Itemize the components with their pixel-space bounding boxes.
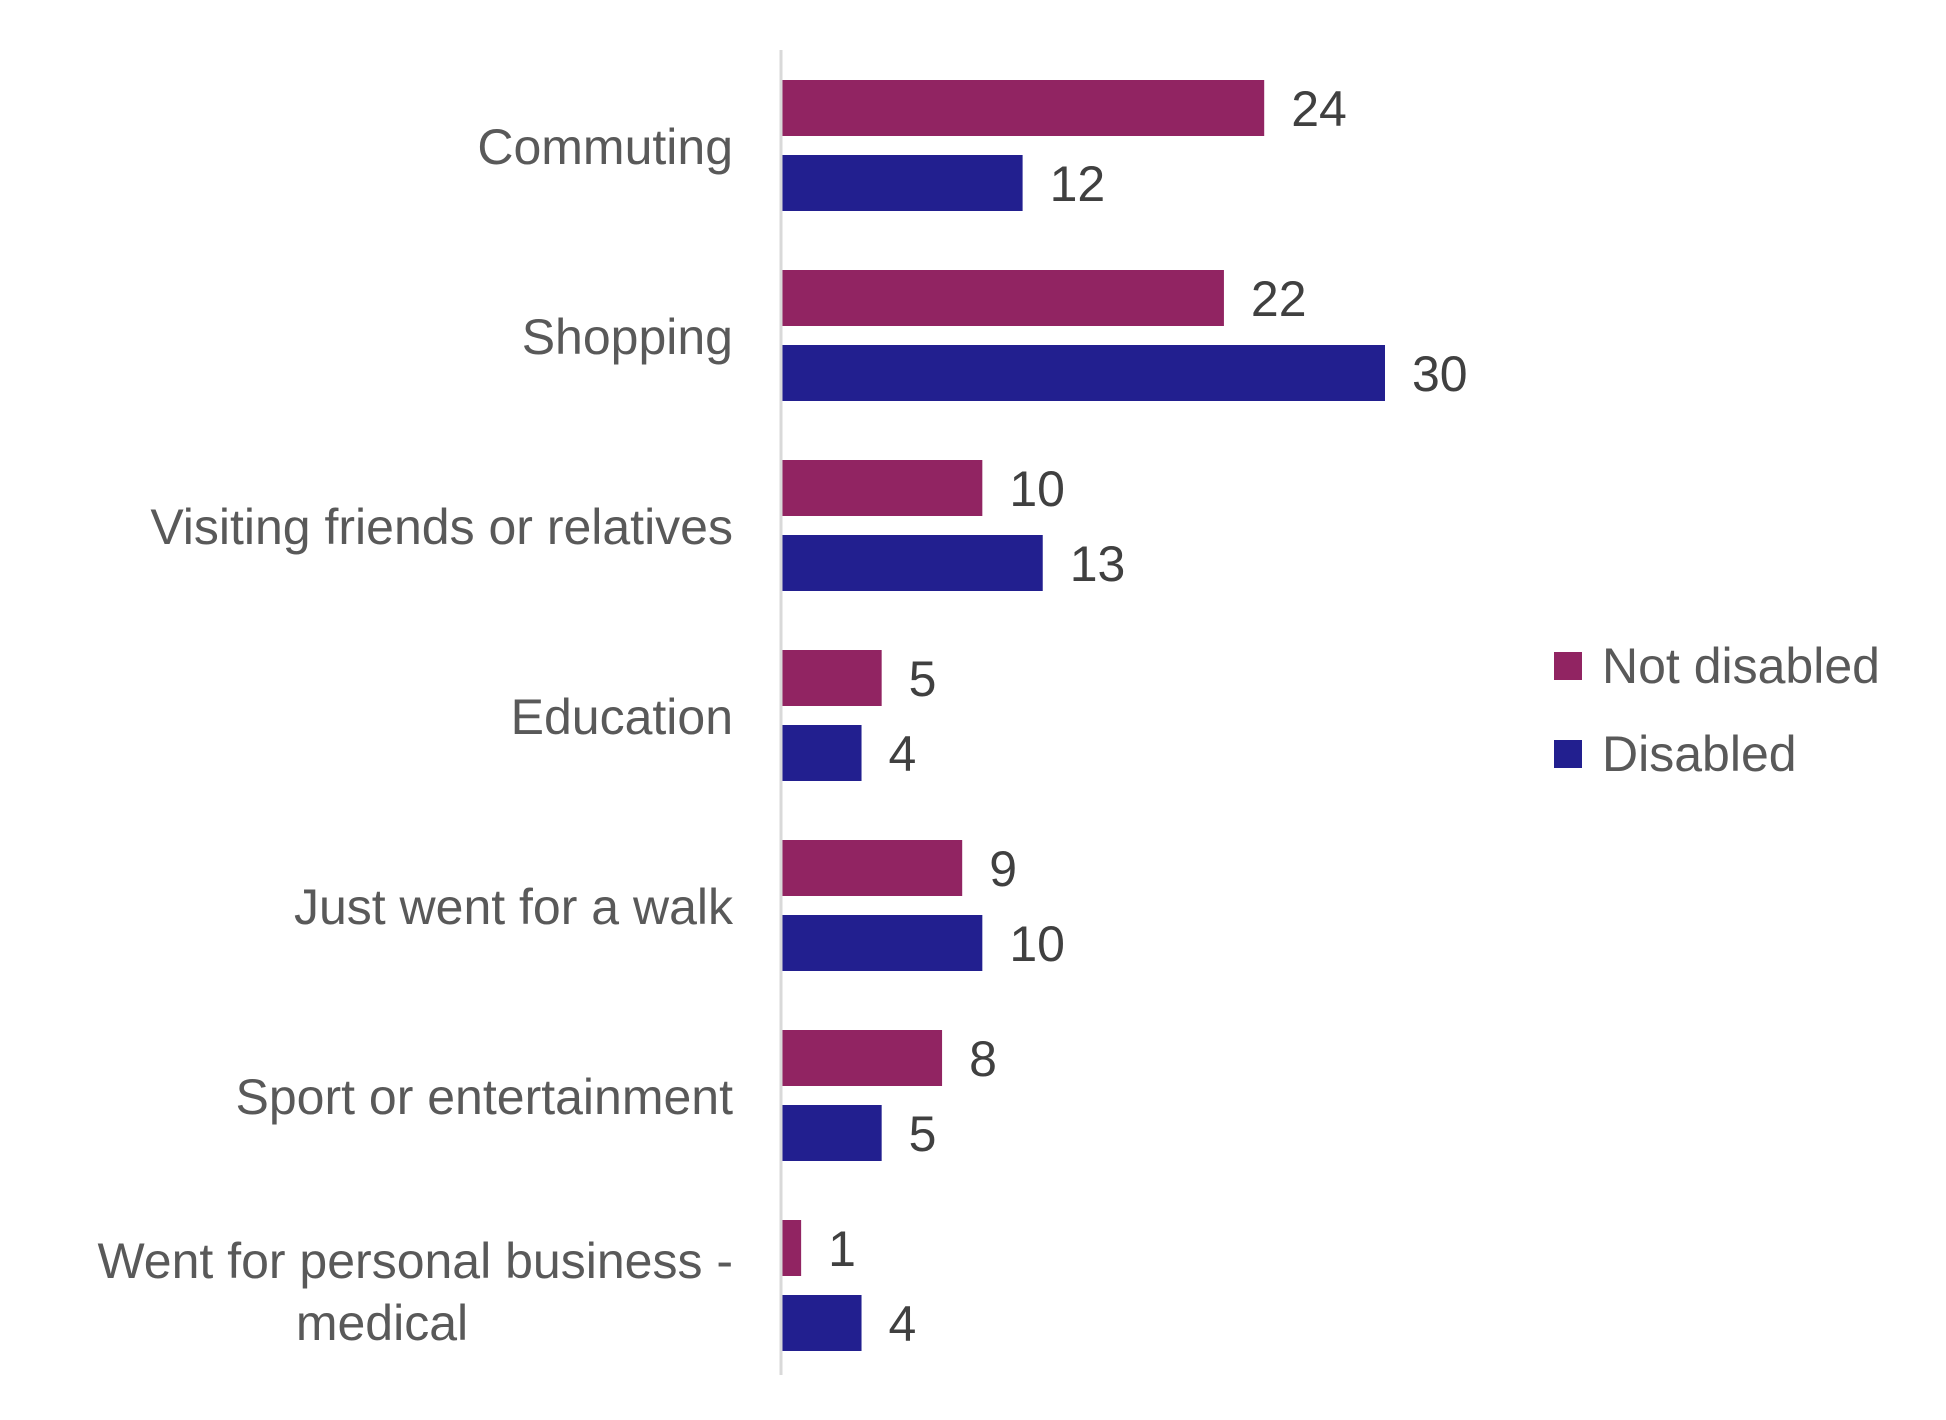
category-label: Just went for a walk <box>294 879 734 935</box>
bar-not-disabled <box>781 1030 943 1086</box>
bar-not-disabled <box>781 840 963 896</box>
bar-not-disabled <box>781 80 1265 136</box>
bar-not-disabled <box>781 1220 802 1276</box>
data-label: 4 <box>889 1296 917 1352</box>
legend-label: Not disabled <box>1602 638 1880 694</box>
bar-disabled <box>781 535 1043 591</box>
data-label: 13 <box>1070 536 1126 592</box>
bar-disabled <box>781 725 862 781</box>
bar-disabled <box>781 155 1023 211</box>
bar-disabled <box>781 345 1385 401</box>
bar-disabled <box>781 915 983 971</box>
data-label: 1 <box>828 1221 856 1277</box>
legend-swatch <box>1554 652 1582 680</box>
legend-swatch <box>1554 740 1582 768</box>
bar-disabled <box>781 1295 862 1351</box>
data-label: 5 <box>909 1106 937 1162</box>
data-label: 4 <box>889 726 917 782</box>
data-label: 24 <box>1291 81 1347 137</box>
data-label: 10 <box>1009 916 1065 972</box>
bar-disabled <box>781 1105 882 1161</box>
data-label: 12 <box>1050 156 1106 212</box>
bar-not-disabled <box>781 460 983 516</box>
legend-label: Disabled <box>1602 726 1797 782</box>
legend: Not disabled Disabled <box>1554 638 1880 782</box>
data-label: 5 <box>909 651 937 707</box>
bar-not-disabled <box>781 270 1224 326</box>
bar-not-disabled <box>781 650 882 706</box>
data-label: 8 <box>969 1031 997 1087</box>
category-label: Visiting friends or relatives <box>150 499 733 555</box>
category-labels: Commuting Shopping Visiting friends or rel… <box>98 119 735 1351</box>
category-label: Went for personal business -medical <box>98 1233 734 1351</box>
data-label: 9 <box>989 841 1017 897</box>
category-label: Sport or entertainment <box>236 1069 734 1125</box>
data-label: 22 <box>1251 271 1307 327</box>
data-label: 10 <box>1009 461 1065 517</box>
category-label: Commuting <box>477 119 733 175</box>
category-label: Education <box>511 689 733 745</box>
category-label: Shopping <box>522 309 733 365</box>
data-label: 30 <box>1412 346 1468 402</box>
